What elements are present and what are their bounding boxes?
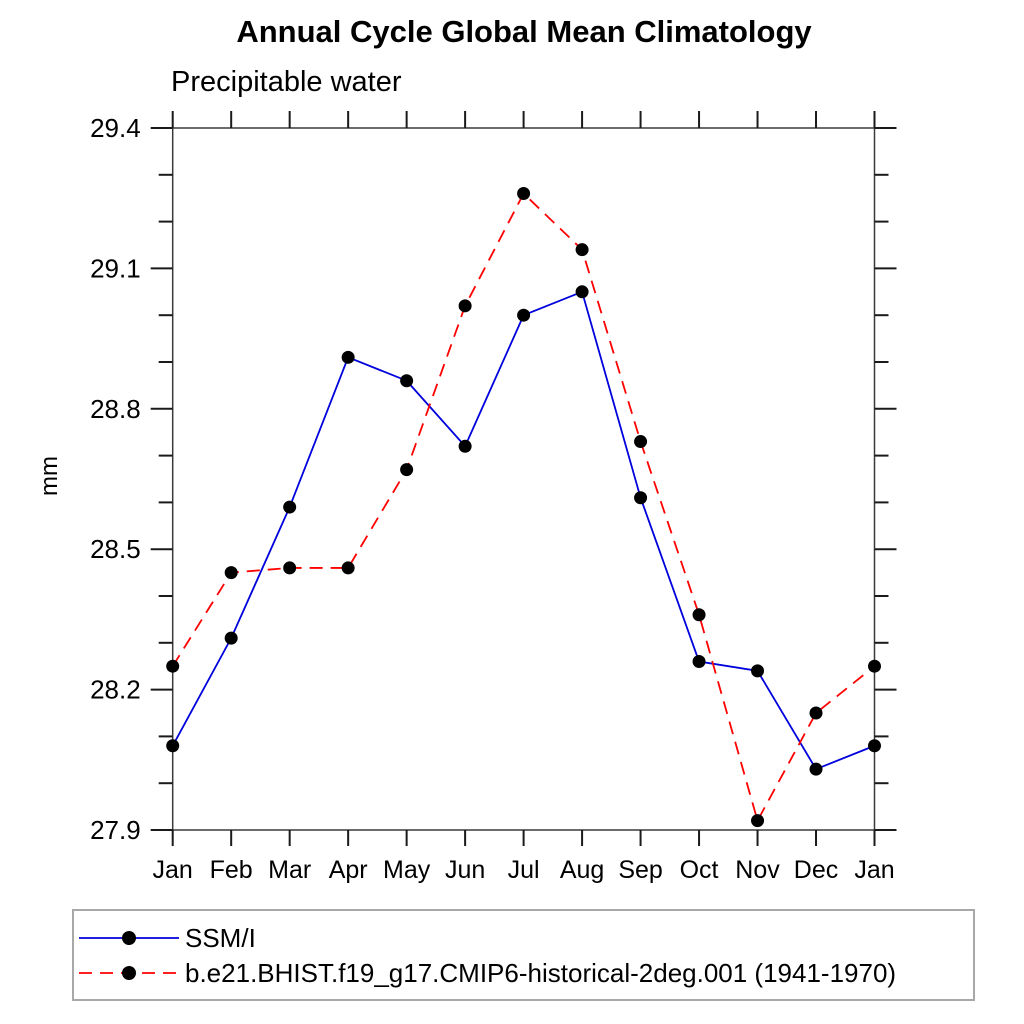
legend-label-ssmi: SSM/I [185, 922, 256, 953]
data-point-marker [224, 631, 238, 645]
legend-marker-dot [122, 965, 136, 980]
y-tick-label: 28.5 [90, 534, 141, 564]
data-point-marker [166, 659, 180, 673]
legend-item-model: b.e21.BHIST.f19_g17.CMIP6-historical-2de… [79, 960, 973, 986]
series-line-1 [171, 192, 876, 824]
x-tick-label: Sep [618, 856, 662, 884]
data-point-marker [751, 814, 765, 828]
legend-label-model: b.e21.BHIST.f19_g17.CMIP6-historical-2de… [185, 957, 897, 988]
data-point-marker [283, 500, 297, 514]
data-point-marker [400, 374, 414, 388]
x-tick-label: Jul [508, 856, 540, 884]
data-point-marker [517, 187, 531, 201]
data-point-marker [517, 308, 531, 322]
x-tick-label: Jan [854, 856, 894, 884]
legend-box: SSM/I b.e21.BHIST.f19_g17.CMIP6-historic… [72, 909, 975, 1001]
x-tick-label: Dec [794, 856, 838, 884]
legend-marker-dot [122, 930, 136, 945]
plot-frame [171, 127, 876, 831]
x-tick-label: Mar [268, 856, 311, 884]
data-point-marker [868, 739, 881, 753]
data-point-marker [868, 659, 881, 673]
data-point-marker [458, 299, 472, 313]
series-line-0 [171, 290, 875, 771]
x-tick-label: May [383, 856, 431, 884]
legend-swatch-solid-line [79, 930, 179, 945]
legend-swatch-dashed-line [79, 965, 179, 980]
x-tick-label: Jan [153, 856, 193, 884]
x-tick-label: Oct [680, 856, 719, 884]
chart-title: Annual Cycle Global Mean Climatology [236, 14, 812, 49]
data-point-marker [692, 655, 706, 669]
chart-subtitle: Precipitable water [171, 66, 402, 98]
data-point-marker [458, 439, 472, 453]
data-point-marker [400, 463, 414, 477]
data-point-marker [751, 664, 765, 678]
data-point-marker [341, 350, 355, 364]
legend-item-ssmi: SSM/I [79, 925, 973, 951]
data-point-marker [692, 608, 706, 622]
y-tick-label: 29.1 [90, 253, 141, 283]
data-point-marker [166, 739, 180, 753]
x-tick-label: Nov [735, 856, 780, 884]
data-point-marker [341, 561, 355, 575]
data-point-marker [634, 435, 648, 449]
data-point-marker [575, 285, 589, 299]
data-point-marker [809, 762, 823, 776]
x-tick-label: Jun [445, 856, 485, 884]
y-tick-label: 28.2 [90, 675, 141, 705]
y-tick-label: 28.8 [90, 394, 141, 424]
y-tick-label: 29.4 [90, 113, 141, 143]
x-tick-label: Feb [210, 856, 253, 884]
data-point-marker [224, 566, 238, 580]
data-point-marker [283, 561, 297, 575]
y-tick-label: 27.9 [90, 815, 141, 845]
x-tick-label: Apr [329, 856, 368, 884]
data-point-marker [575, 243, 589, 257]
x-tick-label: Aug [560, 856, 604, 884]
data-point-marker [809, 706, 823, 720]
data-point-marker [634, 491, 648, 505]
